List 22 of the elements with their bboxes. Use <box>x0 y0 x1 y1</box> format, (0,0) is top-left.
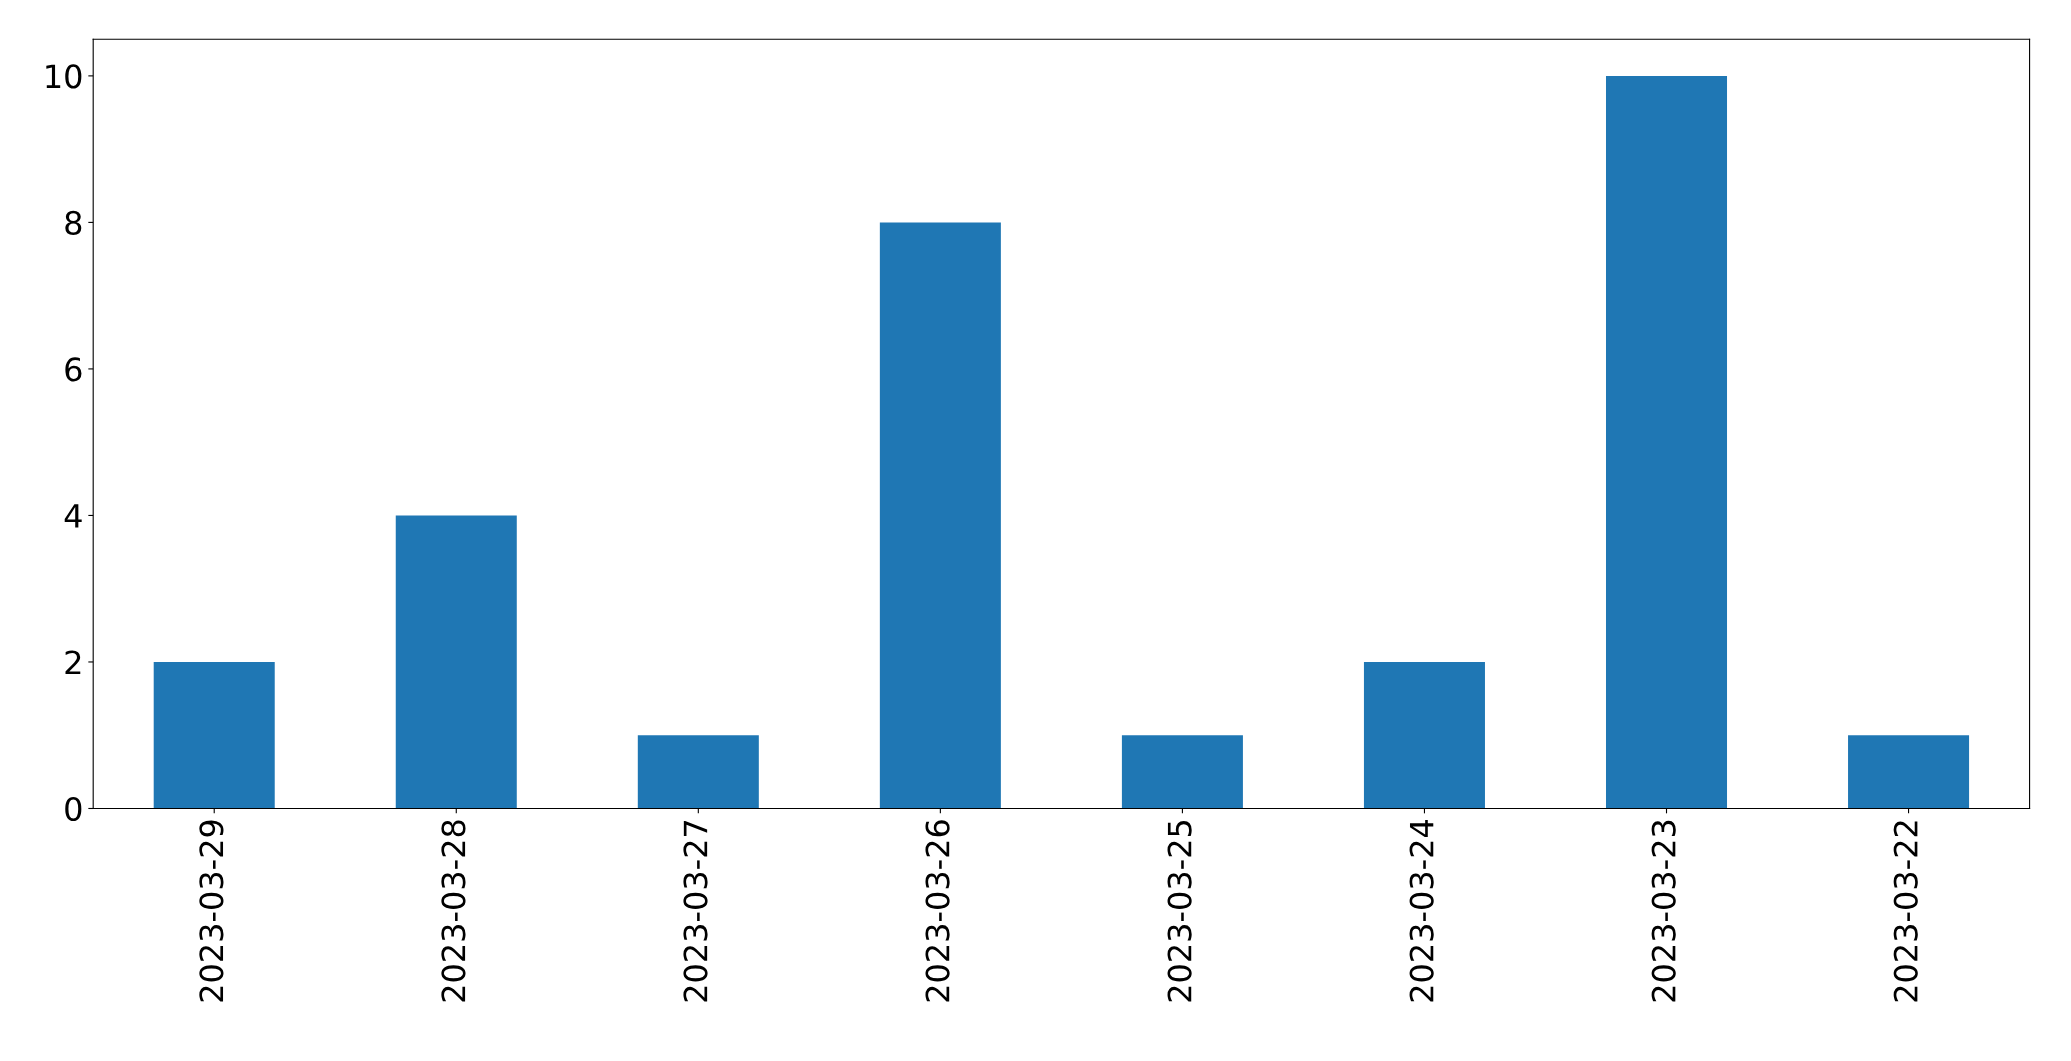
y-tick-label: 4 <box>64 504 82 528</box>
x-tick-label: 2023-03-23 <box>1651 820 1676 1002</box>
bar <box>1121 735 1243 809</box>
x-tick-label: 2023-03-26 <box>925 820 950 1002</box>
y-tick-label: 0 <box>65 796 82 822</box>
y-tick-label: 8 <box>65 210 82 235</box>
bar <box>395 515 517 809</box>
bar <box>153 661 275 809</box>
bar <box>637 735 759 809</box>
bar <box>1606 75 1728 809</box>
y-tick-label: 2 <box>65 650 81 675</box>
x-tick-label: 2023-03-29 <box>199 820 224 1002</box>
y-tick-label: 10 <box>46 64 82 89</box>
x-tick-label: 2023-03-24 <box>1409 820 1434 1002</box>
bar <box>1363 661 1485 809</box>
x-tick-label: 2023-03-27 <box>683 820 708 1002</box>
x-tick-label: 2023-03-25 <box>1167 820 1192 1002</box>
x-tick-label: 2023-03-28 <box>441 820 466 1002</box>
bar <box>1848 735 1970 809</box>
bar <box>879 222 1001 809</box>
x-tick-label: 2023-03-22 <box>1893 821 1918 1002</box>
y-tick-label: 6 <box>65 357 82 382</box>
